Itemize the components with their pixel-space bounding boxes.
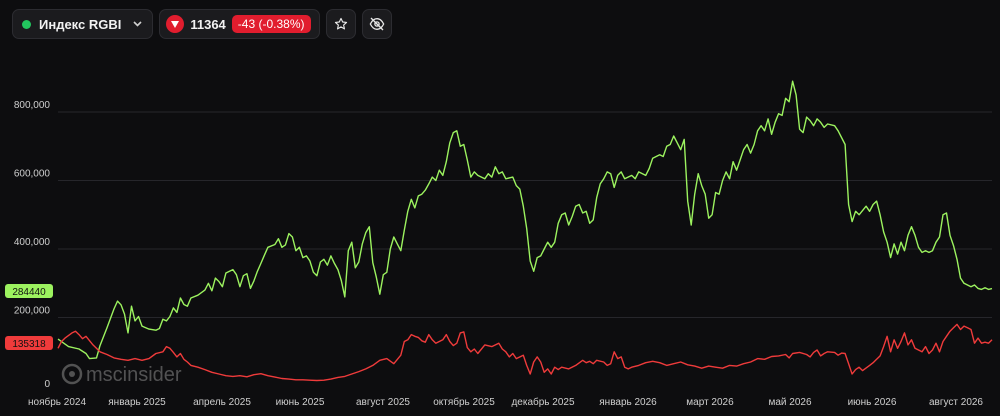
x-tick-label: март 2026	[686, 397, 734, 408]
x-tick-label: август 2025	[356, 397, 410, 408]
series-lines	[57, 80, 993, 382]
y-tick-label: 600,000	[14, 169, 51, 180]
last-value-label-0: 284440	[12, 287, 46, 298]
x-tick-label: октябрь 2025	[433, 396, 495, 408]
x-tick-label: май 2026	[768, 397, 811, 408]
x-tick-label: апрель 2025	[193, 397, 251, 408]
series-line-0	[57, 80, 993, 360]
y-axis: 0 200,000 400,000 600,000 800,000	[14, 100, 51, 390]
last-value-badge-0	[5, 284, 53, 298]
ticker-name: Индекс RGBI	[39, 16, 122, 32]
y-tick-label: 800,000	[14, 100, 51, 111]
dropdown-chevron-icon[interactable]	[133, 18, 142, 30]
last-value-badge-1	[5, 336, 53, 350]
star-icon	[334, 17, 347, 30]
x-tick-label: август 2026	[929, 397, 983, 408]
price-display: 11364 -43 (-0.38%)	[159, 9, 320, 39]
x-tick-label: январь 2025	[108, 397, 166, 408]
watermark-text: mscinsider	[86, 364, 182, 386]
hide-button[interactable]	[361, 9, 392, 39]
last-price: 11364	[190, 16, 226, 32]
x-axis: ноябрь 2024 январь 2025 апрель 2025 июнь 20…	[28, 396, 983, 408]
y-tick-label: 200,000	[14, 306, 51, 317]
last-value-label-1: 135318	[12, 339, 46, 350]
y-tick-label: 0	[44, 379, 50, 390]
last-value-labels: 284440 135318	[5, 284, 53, 350]
eye-off-icon	[369, 17, 384, 31]
favorite-button[interactable]	[325, 9, 356, 39]
x-tick-label: январь 2026	[599, 397, 657, 408]
x-tick-label: декабрь 2025	[511, 396, 575, 408]
status-dot-icon	[22, 19, 31, 29]
price-change-badge: -43 (-0.38%)	[231, 15, 311, 33]
x-tick-label: июнь 2025	[276, 397, 325, 408]
ticker-selector[interactable]: Индекс RGBI	[12, 9, 154, 39]
chart-toolbar: Индекс RGBI 11364 -43 (-0.38%)	[12, 9, 392, 39]
grid	[58, 111, 992, 318]
watermark-logo-icon	[61, 363, 83, 385]
x-tick-label: июнь 2026	[848, 397, 897, 408]
watermark: mscinsider	[61, 363, 182, 386]
x-tick-label: ноябрь 2024	[28, 396, 86, 408]
y-tick-label: 400,000	[14, 237, 51, 248]
series-line-1	[57, 323, 993, 382]
down-arrow-icon	[166, 15, 185, 33]
